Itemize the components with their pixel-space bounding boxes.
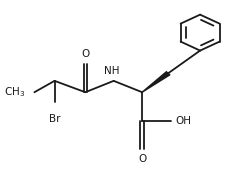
Polygon shape: [142, 72, 170, 92]
Text: CH$_3$: CH$_3$: [4, 85, 25, 99]
Text: O: O: [81, 49, 90, 59]
Text: NH: NH: [104, 66, 119, 76]
Text: Br: Br: [49, 114, 60, 124]
Text: OH: OH: [175, 116, 191, 126]
Text: O: O: [138, 154, 146, 164]
